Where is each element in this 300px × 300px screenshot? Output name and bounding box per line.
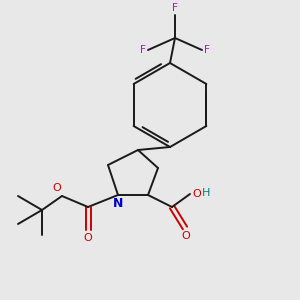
Text: O: O [192,189,201,199]
Text: F: F [140,45,146,55]
Text: N: N [113,197,123,210]
Text: O: O [182,231,190,241]
Text: O: O [52,183,61,193]
Text: O: O [84,233,92,243]
Text: F: F [172,3,178,13]
Text: H: H [202,188,210,198]
Text: F: F [204,45,210,55]
